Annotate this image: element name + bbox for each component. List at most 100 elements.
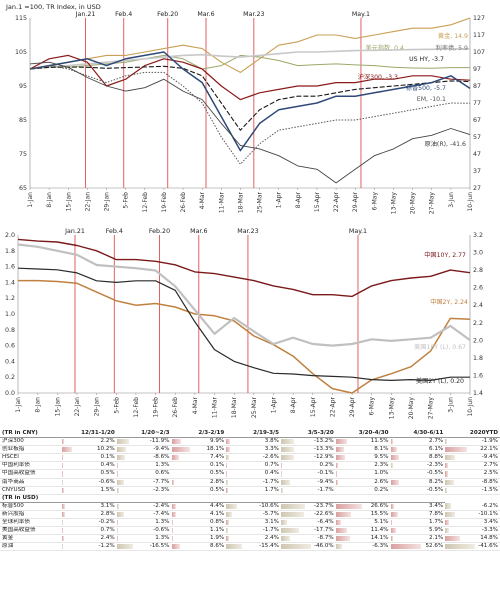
data-bar	[62, 439, 65, 445]
data-bar	[335, 528, 348, 534]
data-bar	[116, 503, 120, 509]
table-header-cell	[62, 494, 117, 503]
table-cell: -11.9%	[116, 437, 172, 447]
data-bar	[281, 455, 294, 461]
data-bar	[390, 520, 393, 526]
x-tick-label: 29-Jan	[94, 397, 101, 417]
cell-value: 14.1%	[370, 535, 389, 542]
table-row: 新兴股指 2.8% -7.4% 4.1% -5.7% -22.6% 15.5% 7.8% -10…	[0, 510, 500, 520]
cell-value: 8.6%	[210, 543, 225, 550]
x-tick-label: 22-Jan	[74, 397, 81, 417]
row-label: CNYUSD	[0, 486, 62, 495]
cell-value: -16.5%	[149, 543, 170, 550]
event-label: Feb.4	[115, 11, 132, 18]
data-bar	[226, 463, 227, 469]
data-bar	[171, 479, 175, 485]
data-bar	[445, 536, 461, 542]
table-header-cell: 2/3-2/19	[171, 430, 227, 439]
table-cell: -1.7%	[281, 486, 336, 495]
table-header-row: (TR in USD)	[0, 494, 500, 503]
table-cell: -8.7%	[281, 534, 336, 544]
x-tick-label: 8-Apr	[295, 191, 302, 208]
x-tick-label: 25-Mar	[257, 191, 264, 213]
data-bar	[445, 528, 449, 534]
table-cell: 9.9%	[171, 437, 227, 447]
series-line	[29, 17, 471, 73]
cell-value: 2.5%	[483, 470, 498, 477]
row-label: 标普500	[0, 502, 62, 511]
data-bar	[116, 463, 119, 469]
data-bar	[116, 528, 118, 534]
cell-value: -6.2%	[481, 502, 498, 509]
table-cell: -1.2%	[62, 542, 117, 552]
series-label: 美元指数, 0.4	[365, 44, 404, 52]
table-row: 沪深300 2.2% -11.9% 9.9% 3.8% -13.2% 11.5% 2.7% -1…	[0, 437, 500, 447]
cell-value: -3.3%	[481, 527, 498, 534]
series-line	[17, 238, 471, 298]
table-cell: -9.4%	[116, 445, 172, 455]
table-header-cell	[281, 494, 336, 503]
table-cell: 22.1%	[445, 445, 500, 455]
cell-value: 1.7%	[429, 519, 444, 526]
series-line	[29, 54, 471, 101]
table-cell: 2.7%	[390, 437, 446, 447]
table-cell: -2.6%	[226, 453, 281, 463]
x-tick-label: 19-Feb	[161, 192, 168, 213]
cell-value: 3.3%	[264, 446, 279, 453]
row-label: 创业板指	[0, 445, 62, 455]
table-cell: 26.6%	[335, 502, 391, 511]
series-label: 利率债, 5.9	[436, 44, 468, 52]
cell-value: 1.0%	[374, 470, 389, 477]
cell-value: 0.8%	[210, 519, 225, 526]
data-bar	[335, 503, 363, 509]
cell-value: -1.7%	[317, 486, 334, 493]
event-label: Mar.6	[190, 228, 207, 235]
table-cell: -0.6%	[116, 526, 172, 536]
cell-value: -8.7%	[317, 535, 334, 542]
table-row: 美国高收益债 0.7% -0.6% 1.1% -1.7% -17.7% 11.4% 5.9% -…	[0, 526, 500, 536]
table-cell: 1.0%	[335, 469, 391, 479]
table-cell: 7.8%	[390, 510, 446, 520]
data-bar	[335, 439, 348, 445]
table-header-cell: 4/30-6/11	[390, 430, 446, 439]
table-cell: -0.2%	[62, 518, 117, 528]
x-tick-label: 1-Jan	[27, 192, 34, 208]
cell-value: -15.4%	[259, 543, 279, 550]
data-bar	[390, 511, 399, 518]
table-cell: -0.1%	[281, 469, 336, 479]
table-header-cell	[390, 494, 446, 503]
x-tick-label: 22-Apr	[333, 191, 340, 212]
cell-value: 9.9%	[210, 438, 225, 445]
series-line	[29, 65, 471, 131]
table-cell: 2.4%	[62, 534, 117, 544]
x-tick-label: 13-May	[388, 397, 395, 420]
y-tick-label-left: 1.4	[5, 279, 15, 286]
cell-value: -10.6%	[259, 502, 279, 509]
cell-value: 2.7%	[483, 462, 498, 469]
y-tick-label-left: 1.8	[5, 248, 15, 255]
series-label: US HY, -3.7	[409, 56, 444, 63]
cell-value: 4.1%	[210, 510, 225, 517]
data-bar	[335, 447, 344, 453]
table-cell: 4.4%	[171, 502, 227, 511]
y-tick-label-right: 37	[473, 168, 481, 175]
table-cell: 7.4%	[171, 453, 227, 463]
cell-value: 1.3%	[155, 462, 170, 469]
series-label: EM, -10.1	[417, 96, 446, 103]
data-bar	[281, 536, 290, 542]
table-cell: -8.6%	[116, 453, 172, 463]
y-tick-label-right: 1.4	[473, 390, 483, 397]
cell-value: 15.5%	[370, 510, 389, 517]
y-tick-label-left: 85	[19, 117, 27, 124]
table-cell: -5.7%	[226, 510, 281, 520]
data-bar	[226, 544, 242, 550]
data-bar	[390, 536, 393, 542]
data-bar	[445, 511, 456, 518]
table-cell: 18.1%	[171, 445, 227, 455]
cell-value: 0.5%	[210, 470, 225, 477]
cell-value: 11.4%	[370, 527, 389, 534]
data-bar	[62, 528, 63, 534]
y-tick-label-left: 1.2	[5, 295, 15, 302]
cell-value: 1.3%	[155, 519, 170, 526]
cell-value: -7.4%	[153, 510, 170, 517]
